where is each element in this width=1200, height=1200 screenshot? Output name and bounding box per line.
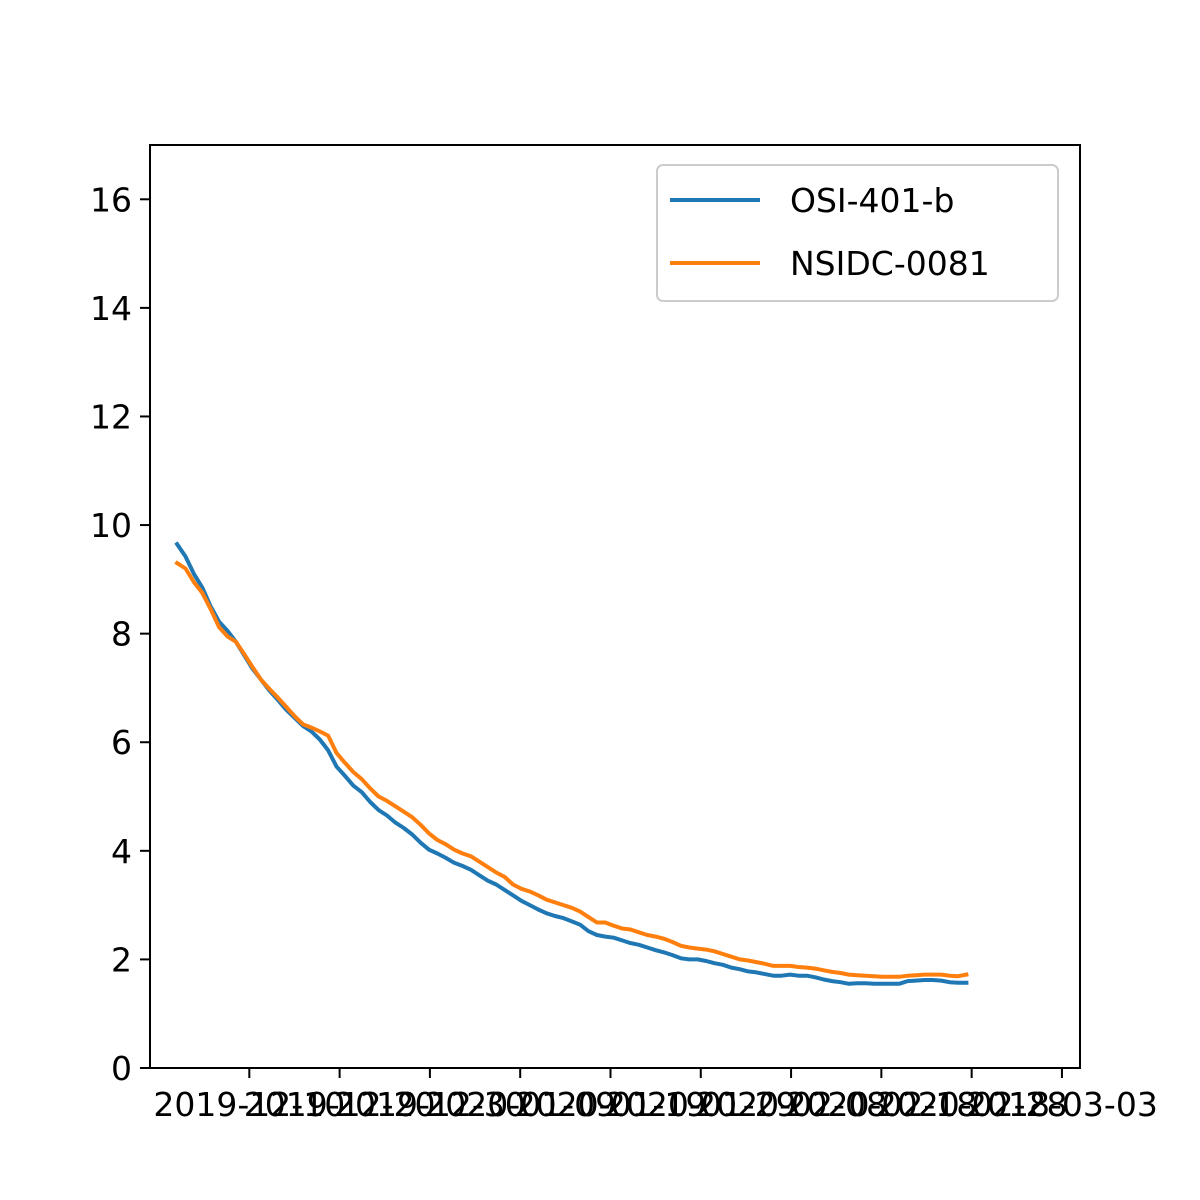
x-tick-label: 2019-12-10 — [153, 1085, 345, 1124]
y-tick-label: 10 — [90, 506, 132, 545]
y-tick-label: 16 — [90, 180, 132, 219]
x-tick-label: 2018-03-03 — [966, 1085, 1158, 1124]
y-tick-label: 6 — [111, 723, 132, 762]
legend-label: OSI-401-b — [790, 181, 954, 220]
legend-label: NSIDC-0081 — [790, 244, 990, 283]
y-tick-label: 14 — [90, 289, 132, 328]
y-tick-label: 12 — [90, 397, 132, 436]
x-tick-label: 2020-02-08 — [695, 1085, 887, 1124]
y-tick-label: 2 — [111, 940, 132, 979]
legend: OSI-401-b NSIDC-0081 — [656, 164, 1059, 302]
x-tick-label: 2020-02-28 — [876, 1085, 1068, 1124]
x-tick-label: 2019-12-30 — [334, 1085, 526, 1124]
x-tick-label: 2020-02-18 — [785, 1085, 977, 1124]
plot-frame — [149, 144, 1081, 1069]
x-tick-label: 2020-01-19 — [515, 1085, 707, 1124]
series-line-osi-401-b — [174, 541, 969, 986]
x-tick-label: 2020-01-29 — [605, 1085, 797, 1124]
x-axis: 2019-12-102019-12-202019-12-302020-01-09… — [153, 1068, 1158, 1124]
y-tick-label: 0 — [111, 1049, 132, 1088]
y-tick-label: 4 — [111, 832, 132, 871]
x-tick-label: 2019-12-20 — [244, 1085, 436, 1124]
y-tick-label: 8 — [111, 615, 132, 654]
x-tick-label: 2020-01-09 — [424, 1085, 616, 1124]
y-axis: 0 2 4 6 8 10 12 14 16 — [90, 180, 150, 1088]
series-line-nsidc-0081 — [174, 560, 969, 979]
series-layer — [174, 541, 969, 986]
